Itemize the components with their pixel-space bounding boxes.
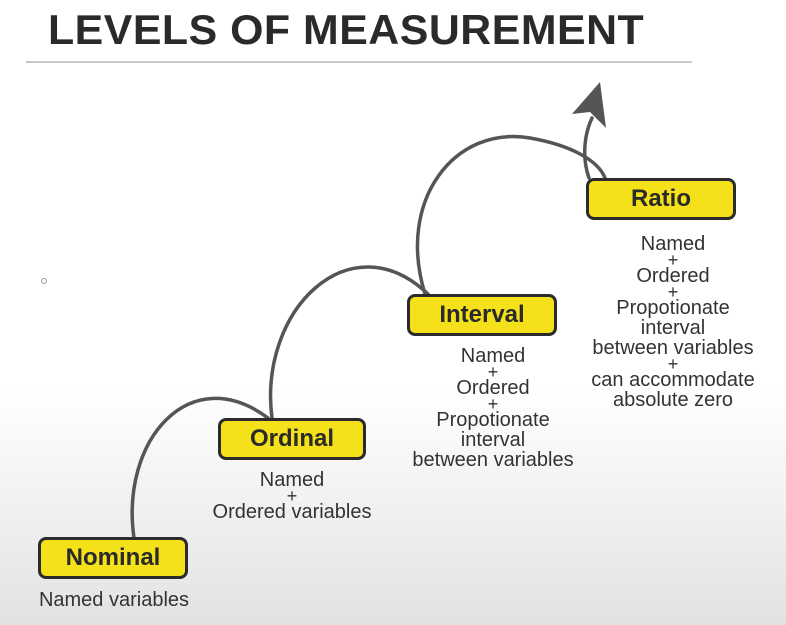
level-description-interval: Named + Ordered + Propotionate interval … <box>386 346 600 470</box>
desc-plus: + <box>487 362 499 382</box>
level-description-ratio: Named + Ordered + Propotionate interval … <box>566 234 780 410</box>
desc-line: Named <box>460 345 526 367</box>
desc-line: between variables <box>592 337 754 359</box>
desc-line: Propotionate <box>616 297 730 319</box>
desc-plus: + <box>667 354 679 374</box>
desc-line: Ordered <box>456 377 530 399</box>
arc-ordinal-to-interval <box>268 265 430 420</box>
arrowhead-up-icon <box>572 82 606 128</box>
desc-plus: + <box>286 486 298 506</box>
level-box-ratio: Ratio <box>586 178 736 220</box>
desc-plus: + <box>487 394 499 414</box>
page-title: LEVELS OF MEASUREMENT <box>48 6 645 53</box>
desc-line: Named <box>259 469 325 491</box>
level-description-ordinal: Named + Ordered variables <box>180 470 404 522</box>
desc-line: Ordered variables <box>212 501 372 523</box>
desc-line: absolute zero <box>612 389 734 411</box>
level-box-nominal: Nominal <box>38 537 188 579</box>
desc-line: Named variables <box>38 589 190 611</box>
desc-plus: + <box>667 282 679 302</box>
desc-line: Named <box>640 233 706 255</box>
arc-ratio-upward <box>583 116 594 180</box>
level-box-ordinal: Ordinal <box>218 418 366 460</box>
stray-dot <box>41 278 47 284</box>
desc-plus: + <box>667 250 679 270</box>
desc-line: Propotionate <box>436 409 550 431</box>
title-divider <box>26 61 692 63</box>
desc-line: can accommodate <box>591 369 755 391</box>
desc-line: between variables <box>412 449 574 471</box>
desc-line: Ordered <box>636 265 710 287</box>
arc-nominal-to-ordinal <box>130 396 270 540</box>
level-box-interval: Interval <box>407 294 557 336</box>
level-description-nominal: Named variables <box>14 590 214 610</box>
desc-line: interval <box>460 429 526 451</box>
desc-line: interval <box>640 317 706 339</box>
